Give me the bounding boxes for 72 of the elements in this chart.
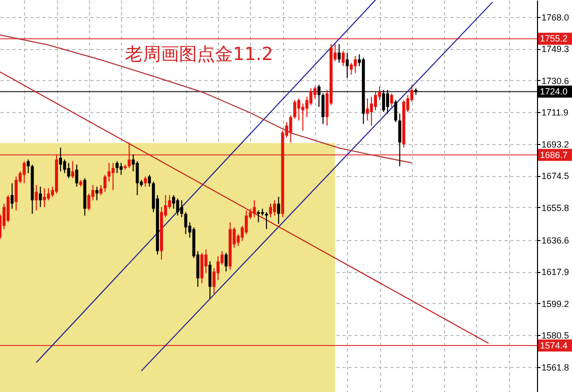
y-tick-label: 1636.6 xyxy=(542,235,570,246)
y-tick-label: 1617.9 xyxy=(542,267,570,278)
candlestick xyxy=(6,194,10,223)
candlestick xyxy=(256,210,260,223)
candlestick xyxy=(26,159,30,174)
candlestick xyxy=(116,160,119,174)
line-series xyxy=(0,34,412,164)
candlestick xyxy=(67,162,70,179)
candlestick xyxy=(301,103,304,132)
y-tick-label: 1655.8 xyxy=(542,202,570,213)
candlestick xyxy=(46,188,50,201)
candlestick xyxy=(309,88,312,106)
candlestick xyxy=(273,200,276,216)
candlestick xyxy=(342,50,345,67)
candlestick xyxy=(398,113,402,167)
candlestick xyxy=(75,164,78,188)
candlestick xyxy=(200,252,204,284)
candlestick xyxy=(95,186,98,201)
candlestick xyxy=(338,44,341,64)
ref-line-label: 1686.7 xyxy=(540,150,568,160)
candlestick xyxy=(172,194,176,210)
y-tick-label: 1599.2 xyxy=(542,298,570,309)
candlestick xyxy=(63,159,66,174)
candlestick xyxy=(297,98,300,121)
candlestick xyxy=(71,160,74,179)
candlestick xyxy=(224,252,228,272)
candlestick xyxy=(354,56,357,74)
y-tick-label: 1693.2 xyxy=(542,139,570,150)
candlestick xyxy=(244,210,248,235)
candlestick xyxy=(128,142,131,168)
candlestick xyxy=(366,98,369,121)
text: 老周画图点金11.2 xyxy=(125,44,274,65)
y-tick-label: 1674.5 xyxy=(542,171,570,182)
candlestick xyxy=(374,91,377,111)
y-tick-label: 1580.5 xyxy=(542,330,570,341)
candlestick xyxy=(136,160,139,196)
ref-line-label: 1574.4 xyxy=(540,340,568,351)
candlestick xyxy=(148,174,151,188)
candlestick xyxy=(87,192,90,211)
candlestick xyxy=(277,196,280,224)
candlestick xyxy=(370,96,373,126)
candlestick xyxy=(10,182,14,210)
candlestick xyxy=(208,260,212,300)
candlestick xyxy=(34,184,38,211)
candlestick xyxy=(346,52,349,79)
y-tick-label: 1561.8 xyxy=(542,362,570,372)
candlestick xyxy=(99,184,102,196)
candlestick xyxy=(38,186,42,208)
y-tick-label: 1711.9 xyxy=(542,108,568,118)
candlestick xyxy=(184,212,188,235)
candlestick xyxy=(59,147,62,172)
y-tick-label: 1768.0 xyxy=(542,12,570,22)
candlestick xyxy=(112,162,115,191)
candlestick xyxy=(252,200,256,218)
candlestick xyxy=(293,100,296,120)
candlestick xyxy=(350,62,353,76)
candlestick xyxy=(14,176,18,211)
candlestick xyxy=(144,176,147,188)
candlestick xyxy=(289,114,292,144)
candlestick xyxy=(180,200,184,218)
candlestick xyxy=(390,92,394,108)
y-tick-label: 1749.3 xyxy=(542,44,570,54)
candlestick xyxy=(176,198,180,216)
ref-line-label: 1755.2 xyxy=(540,34,568,44)
candlestick xyxy=(22,160,26,184)
y-tick-label: 1730.6 xyxy=(542,76,570,86)
candlestick xyxy=(264,212,268,230)
candlestick xyxy=(269,203,272,218)
candlestick xyxy=(108,162,111,182)
candlestick xyxy=(394,100,398,123)
candlestick xyxy=(103,174,106,192)
ref-line-label: 1724.0 xyxy=(540,86,568,97)
